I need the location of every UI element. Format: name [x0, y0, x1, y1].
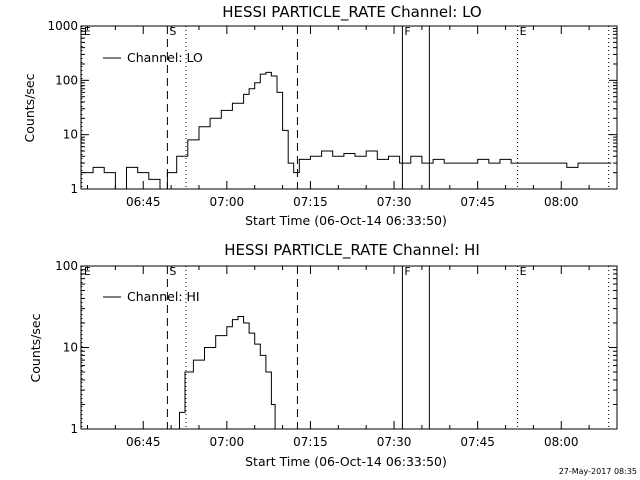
marker-label: E	[84, 265, 91, 278]
x-axis: 06:45 07:00 07:15 07:30 07:45 08:00	[87, 266, 618, 449]
y-tick-label: 100	[55, 73, 78, 87]
x-axis-label: Start Time (06-Oct-14 06:33:50)	[245, 454, 447, 469]
x-tick-label: 07:45	[460, 435, 495, 449]
marker-label: E	[520, 25, 527, 38]
y-axis: 1 10 100	[55, 259, 617, 436]
x-tick-label: 07:00	[210, 195, 245, 209]
chart-title: HESSI PARTICLE_RATE Channel: HI	[224, 241, 480, 260]
x-tick-label: 06:45	[126, 195, 161, 209]
marker-label: S	[169, 265, 176, 278]
marker-label: F	[404, 25, 410, 38]
x-tick-label: 07:45	[460, 195, 495, 209]
chart-title: HESSI PARTICLE_RATE Channel: LO	[222, 3, 481, 22]
y-tick-label: 1000	[47, 19, 78, 33]
panel-lo: HESSI PARTICLE_RATE Channel: LO 1 10 100 10…	[22, 3, 618, 228]
x-tick-label: 07:30	[377, 435, 412, 449]
legend-label: Channel: HI	[127, 289, 200, 304]
x-tick-label: 07:15	[293, 435, 328, 449]
panel-hi: HESSI PARTICLE_RATE Channel: HI 1 10 100 0…	[28, 241, 618, 469]
y-axis-label: Counts/sec	[22, 73, 37, 142]
legend: Channel: LO	[103, 50, 203, 65]
plot-frame	[80, 265, 618, 430]
marker-label: F	[404, 265, 410, 278]
y-tick-label: 1	[70, 422, 78, 436]
x-tick-label: 07:15	[293, 195, 328, 209]
x-tick-label: 07:30	[377, 195, 412, 209]
series-line-lo	[81, 71, 612, 190]
x-tick-label: 08:00	[544, 435, 579, 449]
marker-label: S	[169, 25, 176, 38]
x-tick-label: 08:00	[544, 195, 579, 209]
legend: Channel: HI	[103, 289, 200, 304]
plot-frame	[80, 25, 618, 190]
x-tick-label: 07:00	[210, 435, 245, 449]
x-axis: 06:45 07:00 07:15 07:30 07:45 08:00	[87, 26, 618, 209]
series-line-hi	[176, 316, 276, 430]
y-tick-label: 1	[70, 182, 78, 196]
marker-label: E	[520, 265, 527, 278]
y-axis-label: Counts/sec	[28, 313, 43, 382]
y-tick-label: 10	[63, 341, 78, 355]
y-tick-label: 10	[63, 128, 78, 142]
timestamp-footer: 27-May-2017 08:35	[559, 467, 637, 476]
marker-label: E	[84, 25, 91, 38]
y-axis: 1 10 100 1000	[47, 19, 617, 196]
x-axis-label: Start Time (06-Oct-14 06:33:50)	[245, 213, 447, 228]
x-tick-label: 06:45	[126, 435, 161, 449]
legend-label: Channel: LO	[127, 50, 203, 65]
y-tick-label: 100	[55, 259, 78, 273]
